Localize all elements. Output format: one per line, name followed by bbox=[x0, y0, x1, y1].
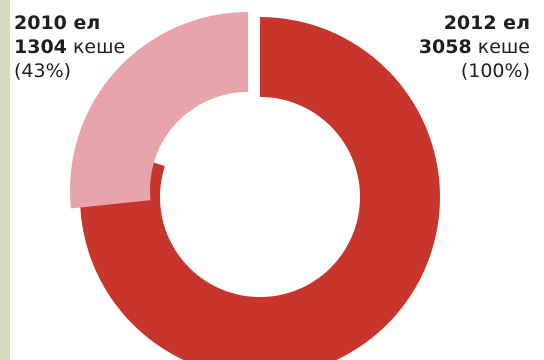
legend-2010-count-line: 1304 кеше bbox=[14, 35, 125, 59]
legend-2010: 2010 ел 1304 кеше (43%) bbox=[14, 11, 125, 83]
legend-2012-value: 3058 bbox=[418, 36, 472, 58]
legend-2010-percent: (43%) bbox=[14, 60, 72, 82]
legend-2012-count-line: 3058 кеше bbox=[419, 35, 530, 59]
legend-2010-unit: кеше bbox=[72, 36, 126, 58]
legend-2012: 2012 ел 3058 кеше (100%) bbox=[419, 11, 530, 83]
legend-2012-unit: кеше bbox=[477, 36, 530, 58]
arc-2010 bbox=[70, 12, 248, 209]
legend-2010-year: 2010 ел bbox=[14, 12, 101, 34]
side-accent-strip bbox=[0, 0, 10, 360]
legend-2012-year: 2012 ел bbox=[443, 12, 530, 34]
arc-2012 bbox=[80, 17, 440, 360]
legend-2010-value: 1304 bbox=[14, 36, 67, 58]
legend-2012-percent: (100%) bbox=[460, 60, 530, 82]
